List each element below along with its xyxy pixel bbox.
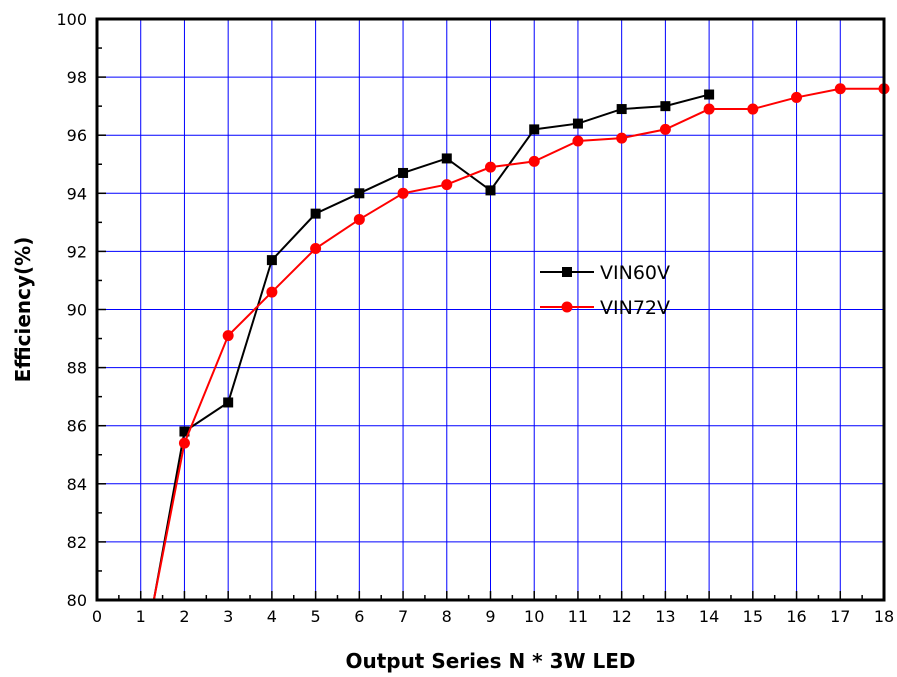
y-tick-label: 86 — [67, 417, 87, 436]
data-point-VIN60V — [529, 124, 540, 135]
data-point-VIN60V — [398, 167, 409, 178]
tick-label-layer: 0 1 2 3 4 5 6 7 8 9 10 11 12 13 14 15 16 17 18808284868890… — [56, 10, 894, 626]
x-axis-title: Output Series N * 3W LED — [345, 649, 635, 673]
data-point-VIN72V — [572, 135, 584, 147]
y-tick-label: 88 — [67, 359, 87, 378]
y-tick-label: 92 — [67, 242, 87, 261]
y-axis-title: Efficiency(%) — [11, 237, 35, 383]
legend-label: VIN72V — [600, 297, 670, 319]
series-VIN60V — [152, 89, 715, 601]
x-tick-label: 17 — [830, 607, 850, 626]
legend-item-VIN72V: VIN72V — [540, 297, 670, 319]
x-tick-label: 6 — [354, 607, 364, 626]
x-tick-label: 11 — [568, 607, 588, 626]
data-point-VIN60V — [485, 185, 496, 196]
legend-marker — [562, 267, 572, 277]
data-point-VIN72V — [659, 123, 671, 135]
x-tick-label: 1 — [136, 607, 146, 626]
data-point-VIN72V — [178, 437, 190, 449]
plot-frame — [95, 17, 886, 602]
data-point-VIN60V — [660, 101, 671, 112]
y-tick-label: 82 — [67, 533, 87, 552]
legend-item-VIN60V: VIN60V — [540, 262, 670, 284]
series-line-VIN60V — [152, 93, 710, 601]
x-tick-label: 16 — [786, 607, 806, 626]
data-point-VIN60V — [572, 118, 583, 129]
data-point-VIN72V — [441, 179, 453, 191]
data-point-VIN72V — [703, 103, 715, 115]
series-line-VIN72V — [152, 87, 884, 601]
data-point-VIN60V — [179, 426, 190, 437]
x-tick-label: 15 — [743, 607, 763, 626]
data-point-VIN60V — [354, 188, 365, 199]
y-tick-label: 100 — [56, 10, 87, 29]
x-tick-label: 0 — [92, 607, 102, 626]
data-point-VIN72V — [528, 155, 540, 167]
y-tick-label: 98 — [67, 68, 87, 87]
x-tick-label: 5 — [311, 607, 321, 626]
y-tick-label: 80 — [67, 591, 87, 610]
data-point-VIN72V — [791, 91, 803, 103]
data-point-VIN72V — [397, 187, 409, 199]
y-tick-label: 84 — [67, 475, 87, 494]
data-point-VIN60V — [704, 89, 715, 100]
data-point-VIN72V — [485, 161, 496, 173]
x-tick-label: 8 — [442, 607, 452, 626]
data-point-VIN72V — [747, 103, 759, 115]
data-point-VIN72V — [616, 132, 628, 144]
x-tick-label: 10 — [524, 607, 544, 626]
x-tick-label: 13 — [655, 607, 675, 626]
x-tick-label: 18 — [874, 607, 894, 626]
x-tick-label: 2 — [179, 607, 189, 626]
data-point-VIN60V — [223, 397, 234, 408]
x-tick-label: 4 — [267, 607, 277, 626]
y-tick-label: 96 — [67, 126, 87, 145]
data-point-VIN72V — [266, 286, 278, 298]
legend: VIN60V VIN72V — [540, 262, 670, 319]
legend-marker — [561, 301, 573, 313]
grid-layer — [97, 19, 884, 600]
x-tick-label: 12 — [611, 607, 631, 626]
x-tick-label: 7 — [398, 607, 408, 626]
data-point-VIN60V — [616, 104, 627, 115]
data-point-VIN72V — [834, 83, 846, 95]
series-layer — [152, 83, 890, 601]
data-point-VIN72V — [222, 330, 234, 342]
data-point-VIN60V — [266, 255, 277, 266]
series-VIN72V — [152, 83, 890, 601]
data-point-VIN60V — [310, 208, 321, 219]
legend-label: VIN60V — [600, 262, 670, 284]
data-point-VIN72V — [353, 213, 365, 225]
x-tick-label: 14 — [699, 607, 719, 626]
y-tick-label: 94 — [67, 184, 87, 203]
y-tick-label: 90 — [67, 301, 87, 320]
x-tick-label: 3 — [223, 607, 233, 626]
data-point-VIN72V — [310, 242, 322, 254]
data-point-VIN60V — [441, 153, 452, 164]
x-tick-label: 9 — [485, 607, 495, 626]
